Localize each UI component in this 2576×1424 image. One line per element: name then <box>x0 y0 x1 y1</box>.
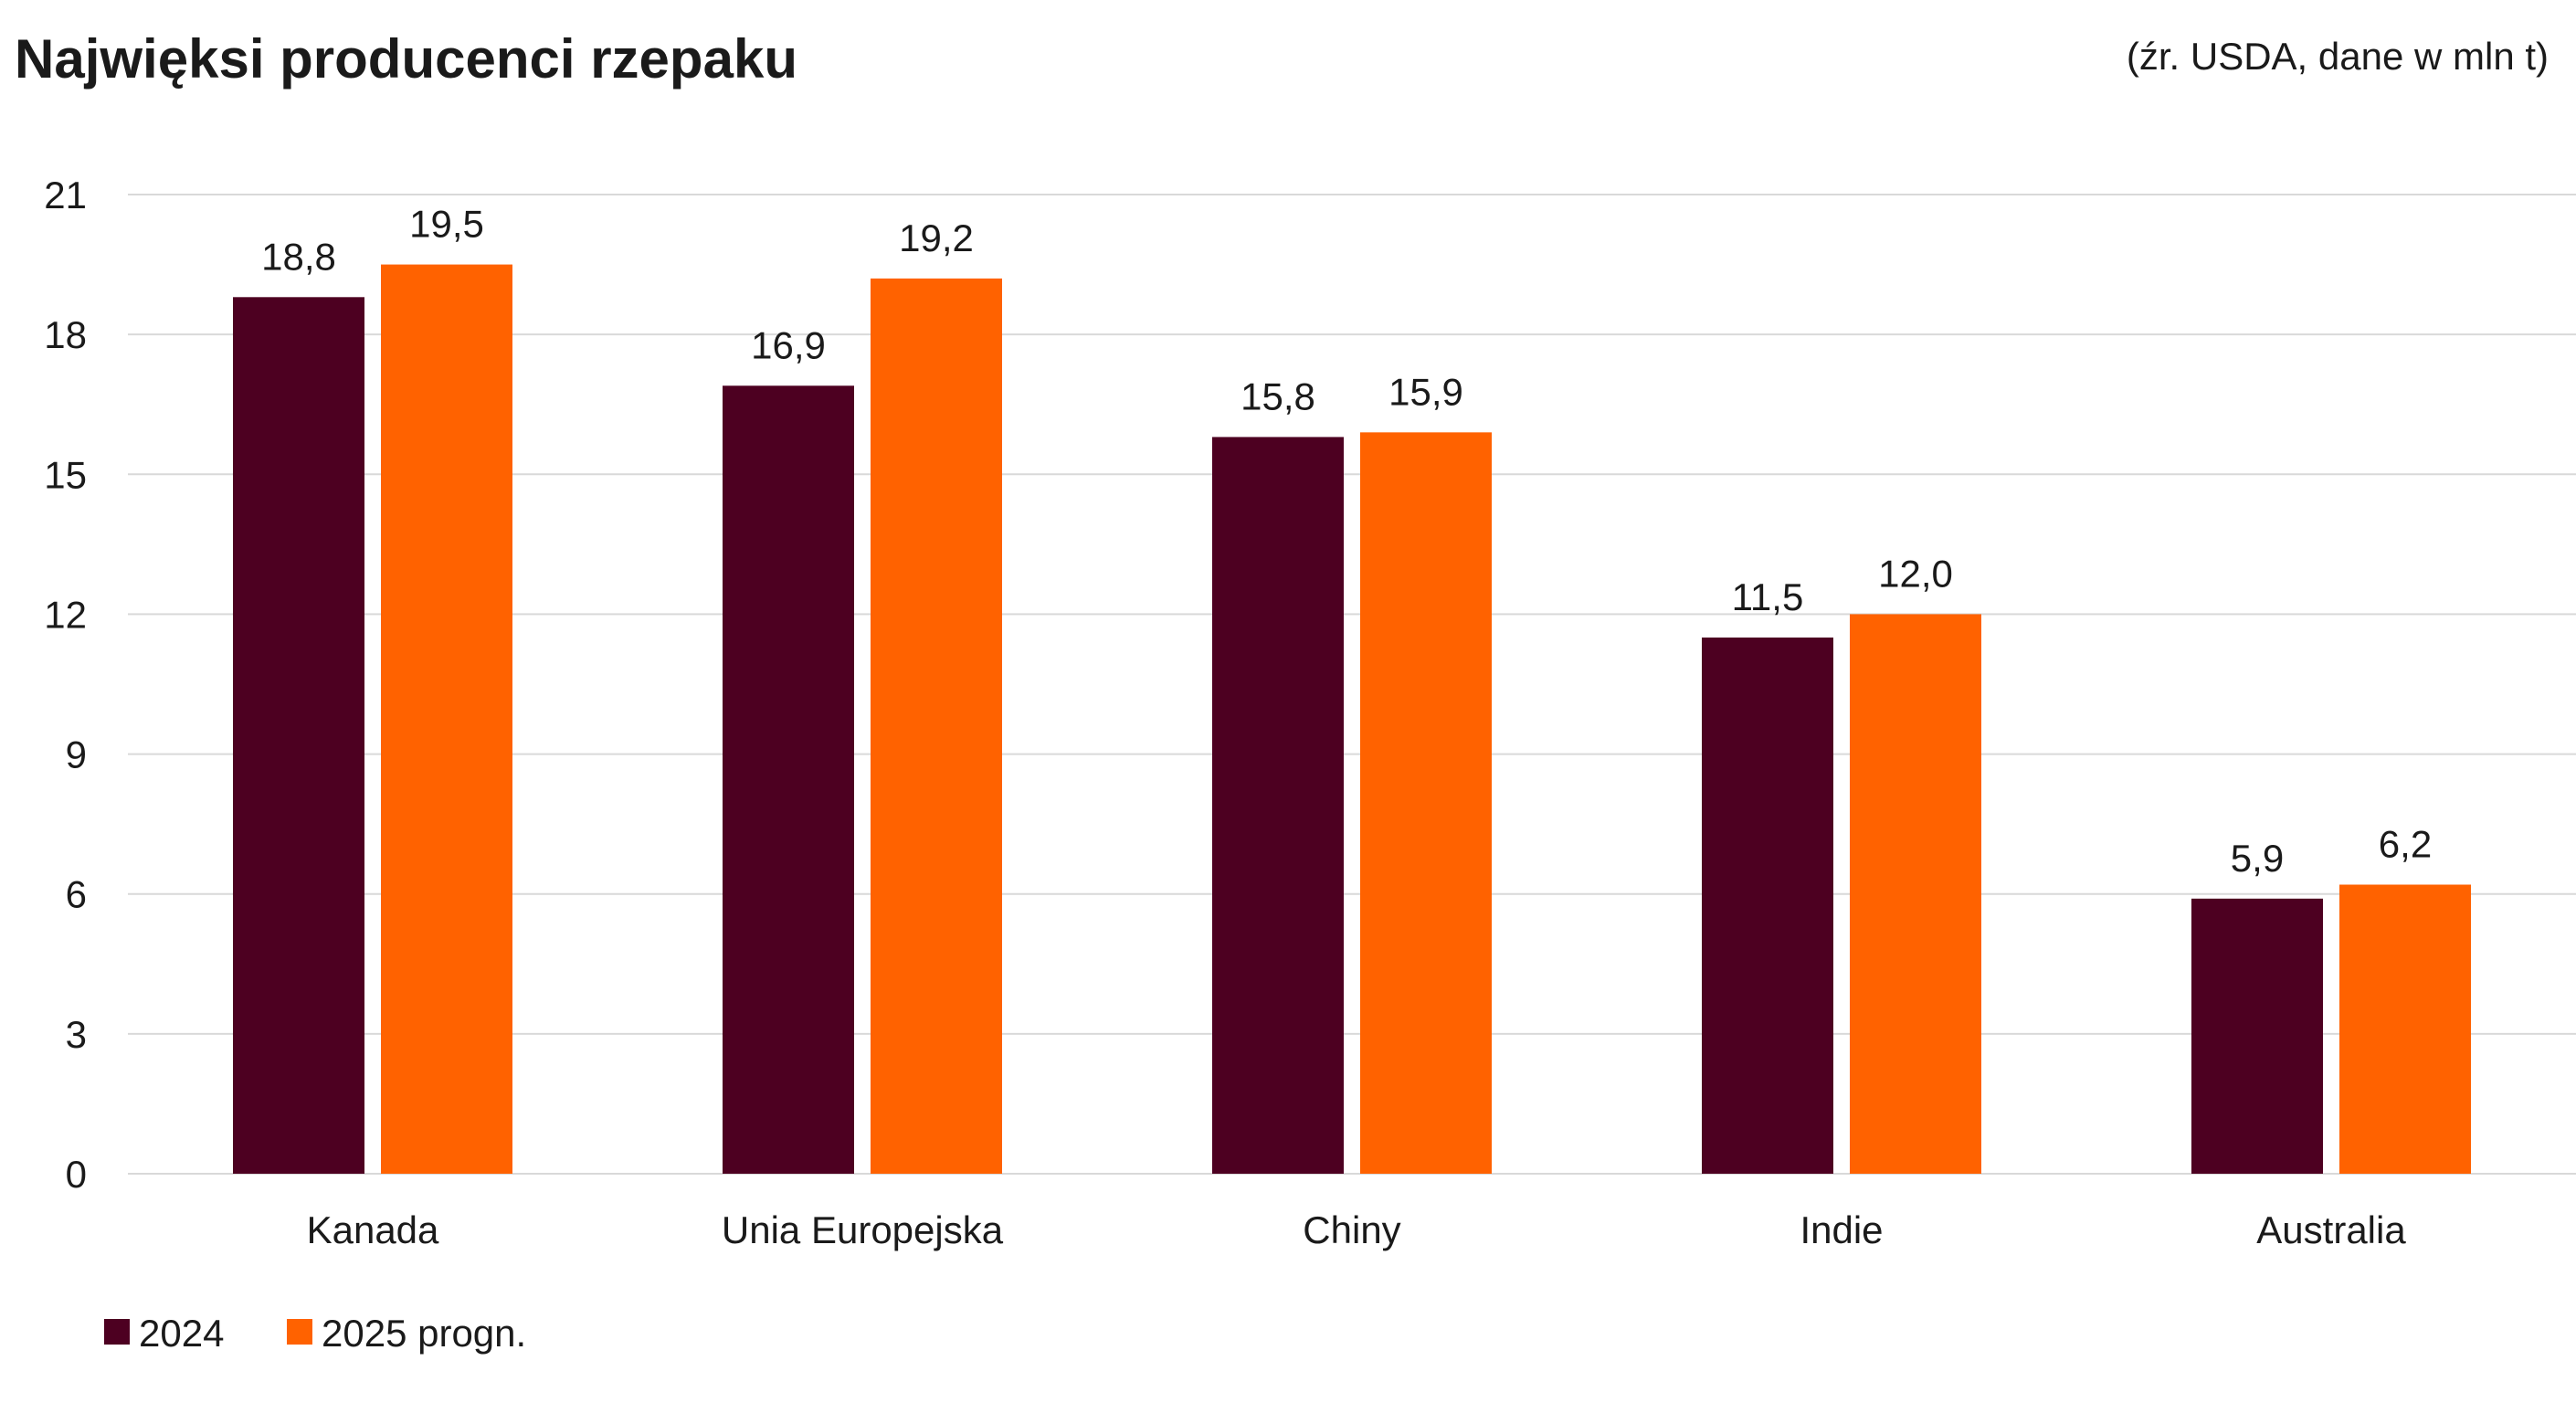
chart-source-note: (źr. USDA, dane w mln t) <box>2126 35 2549 78</box>
data-label: 18,8 <box>261 235 336 278</box>
y-tick-label: 0 <box>66 1153 87 1196</box>
y-tick-label: 12 <box>44 593 87 636</box>
data-label: 12,0 <box>1878 552 1953 595</box>
legend-label: 2025 progn. <box>322 1312 526 1355</box>
x-tick-label: Kanada <box>307 1208 439 1251</box>
bar-2025-2 <box>1360 432 1492 1174</box>
legend-swatch-0 <box>104 1319 130 1345</box>
data-label: 19,2 <box>899 216 974 259</box>
data-label: 11,5 <box>1732 575 1804 618</box>
chart-title: Najwięksi producenci rzepaku <box>15 28 797 90</box>
bar-2025-0 <box>381 264 512 1175</box>
bar-2024-1 <box>723 385 854 1174</box>
legend-label: 2024 <box>139 1312 224 1355</box>
bar-2025-1 <box>871 278 1002 1174</box>
bar-2024-3 <box>1702 637 1833 1174</box>
data-label: 5,9 <box>2231 837 2284 880</box>
y-tick-label: 21 <box>44 174 87 216</box>
data-label: 6,2 <box>2379 823 2432 866</box>
x-tick-label: Indie <box>1800 1208 1883 1251</box>
data-label: 16,9 <box>751 323 826 366</box>
y-tick-label: 6 <box>66 873 87 916</box>
y-tick-label: 9 <box>66 733 87 776</box>
legend-swatch-1 <box>287 1319 312 1345</box>
y-tick-label: 15 <box>44 453 87 496</box>
bar-2024-0 <box>233 297 364 1174</box>
x-tick-label: Chiny <box>1303 1208 1400 1251</box>
bar-2025-4 <box>2339 884 2471 1174</box>
y-tick-label: 3 <box>66 1013 87 1056</box>
data-label: 15,9 <box>1388 370 1463 413</box>
data-label: 15,8 <box>1240 374 1315 417</box>
bar-2024-2 <box>1212 437 1344 1174</box>
x-tick-label: Australia <box>2256 1208 2406 1251</box>
y-tick-label: 18 <box>44 313 87 356</box>
bar-2024-4 <box>2191 898 2323 1174</box>
x-tick-label: Unia Europejska <box>722 1208 1004 1251</box>
data-label: 19,5 <box>409 203 484 246</box>
bar-2025-3 <box>1850 614 1981 1174</box>
